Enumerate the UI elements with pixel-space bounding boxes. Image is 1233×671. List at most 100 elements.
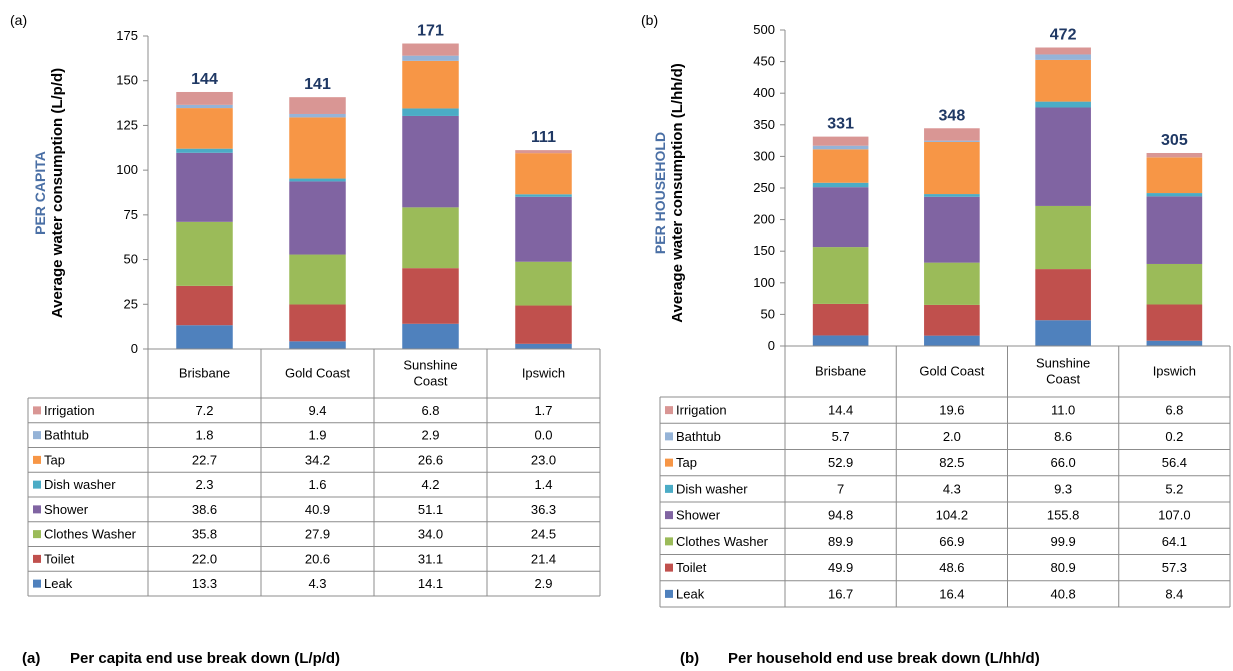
table-cell: 155.8	[1047, 508, 1080, 523]
table-cell: 51.1	[418, 502, 443, 517]
x-category-label: Sunshine	[1036, 356, 1090, 371]
y-tick-label: 175	[116, 28, 138, 43]
legend-label: Clothes Washer	[44, 527, 137, 542]
bar-segment	[1035, 101, 1091, 108]
bar-segment	[176, 285, 233, 326]
caption-tag: (b)	[680, 650, 700, 667]
table-cell: 34.2	[305, 452, 330, 467]
table-cell: 49.9	[828, 560, 853, 575]
bar-segment	[402, 43, 459, 56]
bar-segment	[289, 254, 346, 305]
table-cell: 0.0	[534, 428, 552, 443]
bar-segment	[812, 136, 869, 146]
y-tick-label: 0	[768, 338, 775, 353]
table-cell: 6.8	[1165, 403, 1183, 418]
legend-key	[665, 537, 673, 546]
x-category-label: Ipswich	[1153, 364, 1196, 379]
bar-segment	[402, 268, 459, 324]
stacked-bar-chart: 0 25 50 75 100 125 150 175 144 141 171 111 Brisbane G…	[27, 23, 601, 597]
legend-key	[33, 579, 41, 588]
table-cell: 26.6	[418, 452, 443, 467]
bar-segment	[1146, 304, 1203, 341]
table-cell: 31.1	[418, 551, 443, 566]
table-cell: 1.7	[534, 403, 552, 418]
y-tick-label: 200	[753, 212, 775, 227]
bar-segment	[812, 187, 869, 248]
bar-segment	[812, 303, 869, 336]
legend-key	[33, 406, 41, 415]
bar-segment	[402, 323, 459, 349]
bar-total-label: 305	[1161, 132, 1188, 149]
table-cell: 1.4	[534, 477, 552, 492]
legend-key	[665, 589, 673, 598]
caption-text: Per capita end use break down (L/p/d)	[70, 650, 341, 667]
table-cell: 34.0	[418, 527, 443, 542]
bar-segment	[1146, 193, 1203, 197]
bar-total-label: 348	[939, 107, 966, 124]
legend-key	[33, 431, 41, 440]
bar-segment	[176, 152, 233, 222]
y-tick-label: 125	[116, 117, 138, 132]
legend-label: Shower	[676, 508, 721, 523]
bar-segment	[924, 304, 980, 336]
legend-key	[33, 480, 41, 489]
y-tick-label: 50	[124, 252, 138, 267]
table-cell: 5.2	[1165, 481, 1183, 496]
bar-segment	[402, 207, 459, 269]
table-cell: 80.9	[1050, 560, 1075, 575]
table-cell: 64.1	[1162, 534, 1187, 549]
table-cell: 9.4	[308, 403, 326, 418]
table-cell: 99.9	[1050, 534, 1075, 549]
bar-segment	[1035, 320, 1091, 346]
y-tick-label: 50	[761, 306, 775, 321]
bar-segment	[402, 55, 459, 61]
table-cell: 66.0	[1050, 455, 1075, 470]
legend-key	[665, 406, 673, 415]
table-cell: 4.3	[308, 576, 326, 591]
table-cell: 8.4	[1165, 586, 1183, 601]
table-cell: 8.6	[1054, 429, 1072, 444]
x-category-label: Brisbane	[815, 364, 866, 379]
table-cell: 36.3	[531, 502, 556, 517]
table-cell: 38.6	[192, 502, 217, 517]
legend-label: Toilet	[44, 551, 75, 566]
table-cell: 66.9	[939, 534, 964, 549]
table-cell: 20.6	[305, 551, 330, 566]
bar-segment	[924, 194, 980, 197]
bar-total-label: 144	[191, 71, 218, 88]
table-cell: 57.3	[1162, 560, 1187, 575]
legend-key	[33, 554, 41, 563]
y-tick-label: 150	[116, 73, 138, 88]
legend-label: Tap	[44, 452, 65, 467]
y-tick-label: 500	[753, 22, 775, 37]
bar-segment	[1146, 263, 1203, 305]
bar-segment	[176, 221, 233, 286]
legend-label: Tap	[676, 455, 697, 470]
bar-segment	[515, 153, 572, 195]
bar-segment	[289, 113, 346, 118]
table-cell: 89.9	[828, 534, 853, 549]
table-cell: 13.3	[192, 576, 217, 591]
x-category-label: Coast	[1046, 372, 1080, 387]
bar-segment	[1146, 340, 1203, 346]
bar-segment	[289, 97, 346, 114]
legend-key	[665, 432, 673, 441]
table-cell: 107.0	[1158, 508, 1191, 523]
x-category-label: Gold Coast	[285, 366, 350, 381]
table-cell: 19.6	[939, 403, 964, 418]
figure-caption-b: (b) Per household end use break down (L/h…	[680, 650, 1040, 667]
table-cell: 14.4	[828, 403, 853, 418]
legend-label: Toilet	[676, 560, 707, 575]
figure-caption-a: (a) Per capita end use break down (L/p/d)	[22, 650, 340, 667]
bar-segment	[812, 149, 869, 183]
table-cell: 48.6	[939, 560, 964, 575]
table-cell: 40.9	[305, 502, 330, 517]
bar-segment	[176, 91, 233, 105]
bar-total-label: 141	[304, 76, 331, 93]
table-cell: 56.4	[1162, 455, 1187, 470]
bar-total-label: 171	[417, 23, 444, 40]
bar-segment	[515, 196, 572, 262]
bar-segment	[924, 335, 980, 346]
table-cell: 2.9	[534, 576, 552, 591]
y-tick-label: 75	[124, 207, 138, 222]
